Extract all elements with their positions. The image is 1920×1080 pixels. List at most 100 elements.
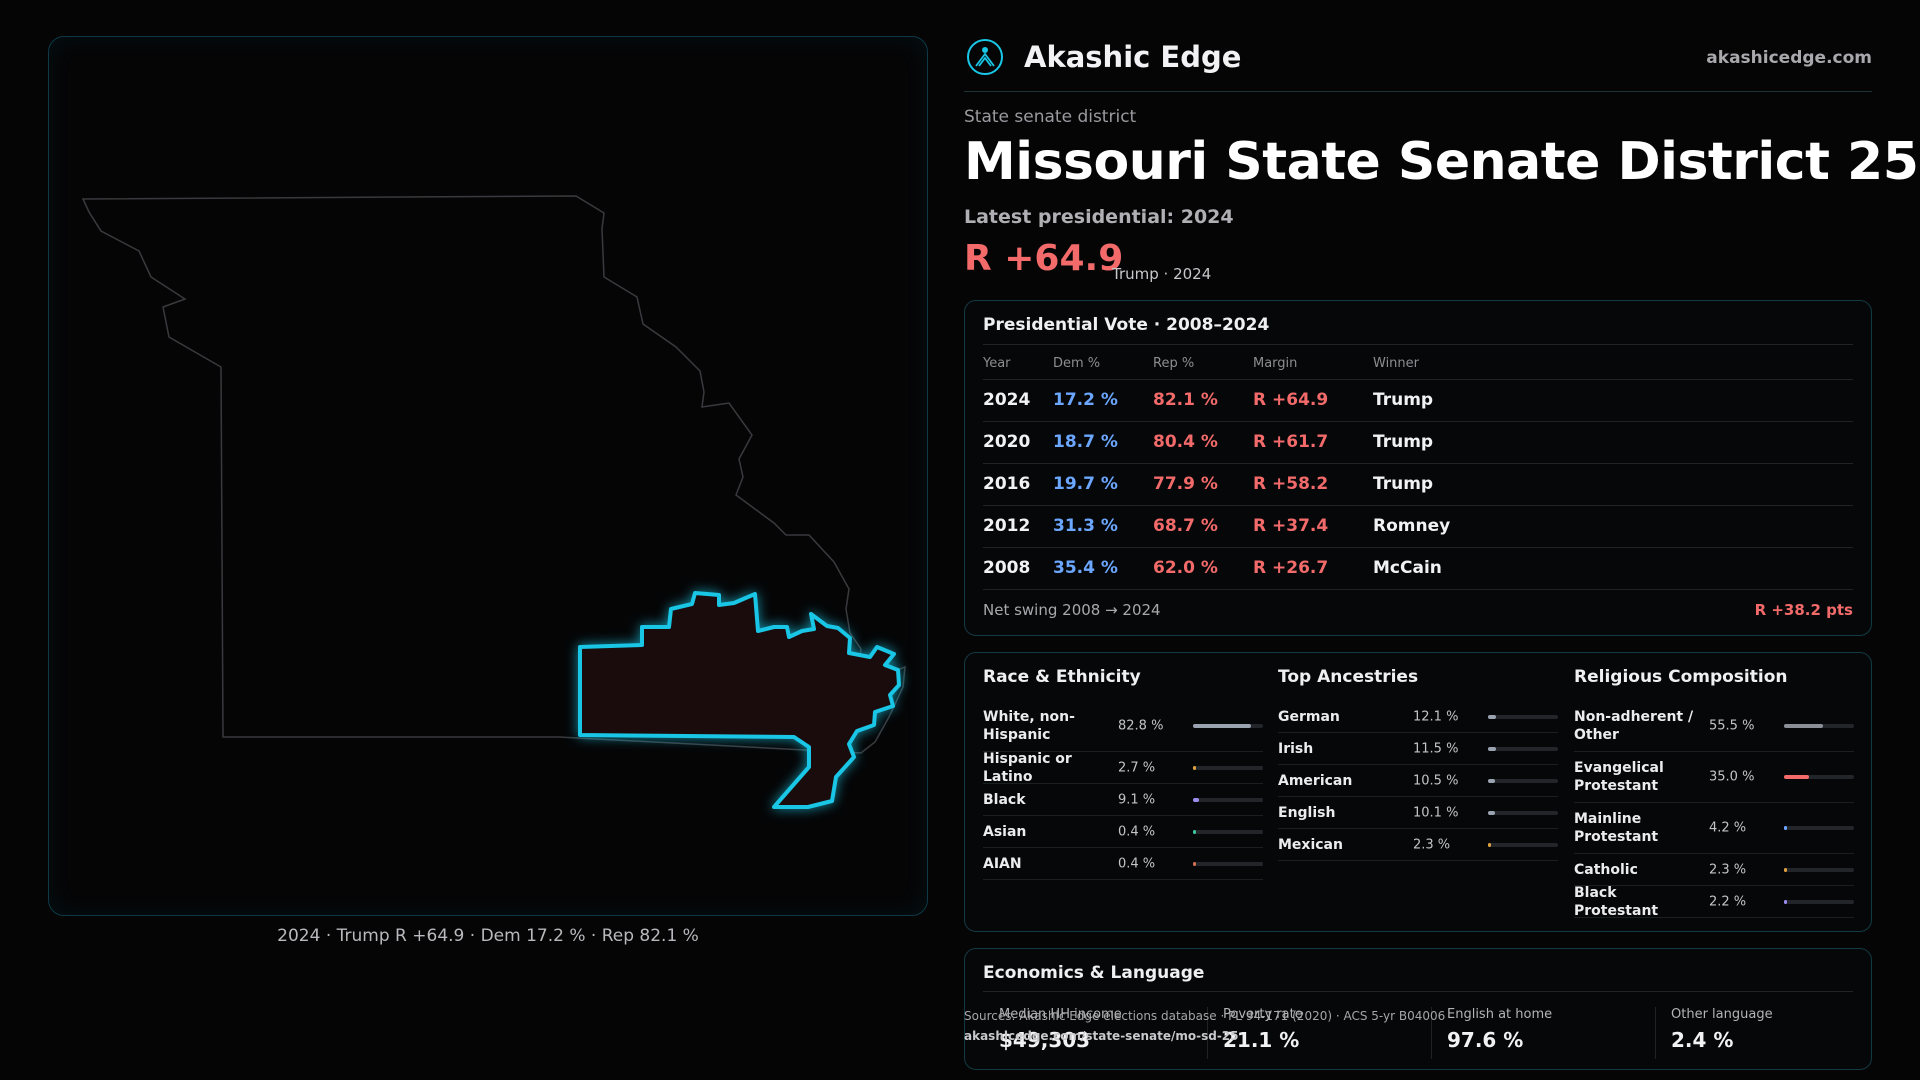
table-row: 2020 18.7 % 80.4 % R +61.7 Trump bbox=[983, 421, 1853, 464]
list-item: Hispanic or Latino 2.7 % bbox=[983, 750, 1263, 785]
missouri-state-outline bbox=[81, 195, 906, 754]
share-bar-fill bbox=[1193, 797, 1200, 802]
item-label: Black bbox=[983, 791, 1026, 808]
akashic-logo-icon bbox=[967, 39, 1003, 75]
source-line: Sources: Akashic Edge elections database… bbox=[964, 1009, 1446, 1023]
share-bar-track bbox=[1193, 797, 1263, 802]
item-label: Irish bbox=[1278, 740, 1314, 757]
presidential-vote-card: Presidential Vote · 2008–2024 Year Dem %… bbox=[964, 300, 1872, 636]
list-item: Black Protestant 2.2 % bbox=[1574, 884, 1854, 919]
english-at-home-stat: English at home 97.6 % bbox=[1447, 1007, 1647, 1052]
item-value: 0.4 % bbox=[1118, 856, 1156, 871]
share-bar-fill bbox=[1488, 810, 1496, 815]
dem-cell: 18.7 % bbox=[1053, 421, 1153, 464]
dem-cell: 31.3 % bbox=[1053, 505, 1153, 548]
share-bar-fill bbox=[1784, 867, 1787, 872]
presidential-vote-table: Year Dem % Rep % Margin Winner 2024 17.2… bbox=[983, 349, 1853, 590]
item-value: 2.2 % bbox=[1709, 894, 1747, 909]
district-type-label: State senate district bbox=[964, 107, 1137, 127]
rep-cell: 80.4 % bbox=[1153, 421, 1253, 464]
share-bar-track bbox=[1193, 765, 1263, 770]
item-value: 35.0 % bbox=[1709, 769, 1755, 785]
stat-value: 21.1 % bbox=[1223, 1028, 1300, 1052]
item-value: 2.7 % bbox=[1118, 760, 1156, 775]
list-item: Catholic 2.3 % bbox=[1574, 854, 1854, 886]
economics-card: Economics & Language Median HH income $4… bbox=[964, 948, 1872, 1070]
dem-cell: 35.4 % bbox=[1053, 547, 1153, 590]
share-bar-track bbox=[1784, 826, 1854, 830]
dem-cell: 19.7 % bbox=[1053, 463, 1153, 506]
share-bar-track bbox=[1488, 714, 1558, 719]
share-bar-track bbox=[1193, 724, 1263, 728]
list-item: Mexican 2.3 % bbox=[1278, 829, 1558, 861]
item-label: Hispanic or Latino bbox=[983, 750, 1072, 785]
share-bar-fill bbox=[1784, 899, 1787, 904]
item-value: 10.5 % bbox=[1413, 773, 1459, 788]
share-bar-track bbox=[1193, 829, 1263, 834]
share-bar-track bbox=[1488, 810, 1558, 815]
table-row: 2016 19.7 % 77.9 % R +58.2 Trump bbox=[983, 463, 1853, 506]
margin-cell: R +61.7 bbox=[1253, 421, 1373, 464]
economics-title: Economics & Language bbox=[983, 963, 1205, 983]
item-value: 4.2 % bbox=[1709, 820, 1747, 836]
share-bar-track bbox=[1784, 724, 1854, 728]
item-label: Black Protestant bbox=[1574, 884, 1659, 919]
rep-cell: 77.9 % bbox=[1153, 463, 1253, 506]
ancestry-section: Top Ancestries German 12.1 % Irish 11.5 % Am… bbox=[1278, 667, 1558, 861]
share-bar-fill bbox=[1193, 765, 1196, 770]
stat-label: Poverty rate bbox=[1223, 1007, 1303, 1022]
item-label: Mainline Protestant bbox=[1574, 811, 1659, 845]
brand-url-link[interactable]: akashicedge.com bbox=[1706, 48, 1872, 68]
item-value: 82.8 % bbox=[1118, 718, 1164, 734]
stat-label: English at home bbox=[1447, 1007, 1553, 1022]
district-25-shape[interactable] bbox=[578, 591, 901, 809]
item-label: English bbox=[1278, 804, 1336, 821]
share-bar-fill bbox=[1784, 775, 1809, 779]
religion-section: Religious Composition Non-adherent / Oth… bbox=[1574, 667, 1854, 919]
share-bar-fill bbox=[1488, 778, 1496, 783]
item-label: Catholic bbox=[1574, 861, 1638, 878]
latest-presidential-label: Latest presidential: 2024 bbox=[964, 206, 1234, 228]
item-label: White, non-Hispanic bbox=[983, 709, 1075, 743]
list-item: AIAN 0.4 % bbox=[983, 848, 1263, 880]
share-bar-fill bbox=[1488, 746, 1497, 751]
ancestry-list: German 12.1 % Irish 11.5 % American 10.5 % Eng… bbox=[1278, 701, 1558, 861]
share-bar-track bbox=[1488, 842, 1558, 847]
list-item: Non-adherent / Other 55.5 % bbox=[1574, 701, 1854, 752]
winner-cell: McCain bbox=[1373, 547, 1853, 590]
share-bar-fill bbox=[1784, 826, 1787, 830]
margin-cell: R +37.4 bbox=[1253, 505, 1373, 548]
stat-label: Median HH income bbox=[999, 1007, 1122, 1022]
item-value: 0.4 % bbox=[1118, 824, 1156, 839]
race-ethnicity-section: Race & Ethnicity White, non-Hispanic 82.8… bbox=[983, 667, 1263, 880]
district-map-panel bbox=[48, 36, 928, 916]
year-cell: 2008 bbox=[983, 547, 1053, 590]
source-url-link[interactable]: akashicedge.com/state-senate/mo-sd-25 bbox=[964, 1029, 1239, 1043]
rep-cell: 82.1 % bbox=[1153, 379, 1253, 422]
margin-cell: R +58.2 bbox=[1253, 463, 1373, 506]
item-label: AIAN bbox=[983, 855, 1022, 872]
share-bar-fill bbox=[1193, 724, 1251, 728]
year-cell: 2016 bbox=[983, 463, 1053, 506]
header-year: Year bbox=[983, 349, 1053, 380]
source-footnote: Sources: Akashic Edge elections database… bbox=[964, 1006, 1445, 1046]
map-caption: 2024 · Trump R +64.9 · Dem 17.2 % · Rep … bbox=[277, 926, 699, 946]
presidential-vote-title: Presidential Vote · 2008–2024 bbox=[983, 315, 1270, 335]
margin-cell: R +64.9 bbox=[1253, 379, 1373, 422]
list-item: Irish 11.5 % bbox=[1278, 733, 1558, 765]
net-swing-label: Net swing 2008 → 2024 bbox=[983, 601, 1161, 619]
item-label: American bbox=[1278, 772, 1353, 789]
header-margin: Margin bbox=[1253, 349, 1373, 380]
item-label: Evangelical Protestant bbox=[1574, 760, 1664, 794]
net-swing-value: R +38.2 pts bbox=[1754, 601, 1853, 619]
share-bar-track bbox=[1784, 899, 1854, 904]
race-list: White, non-Hispanic 82.8 % Hispanic or Lat… bbox=[983, 701, 1263, 880]
race-ethnicity-title: Race & Ethnicity bbox=[983, 667, 1141, 687]
religion-list: Non-adherent / Other 55.5 % Evangelical Pr… bbox=[1574, 701, 1854, 919]
winner-cell: Trump bbox=[1373, 379, 1853, 422]
item-label: German bbox=[1278, 708, 1340, 725]
list-item: English 10.1 % bbox=[1278, 797, 1558, 829]
list-item: German 12.1 % bbox=[1278, 701, 1558, 733]
header-dem: Dem % bbox=[1053, 349, 1153, 380]
brand-name: Akashic Edge bbox=[1024, 40, 1242, 74]
